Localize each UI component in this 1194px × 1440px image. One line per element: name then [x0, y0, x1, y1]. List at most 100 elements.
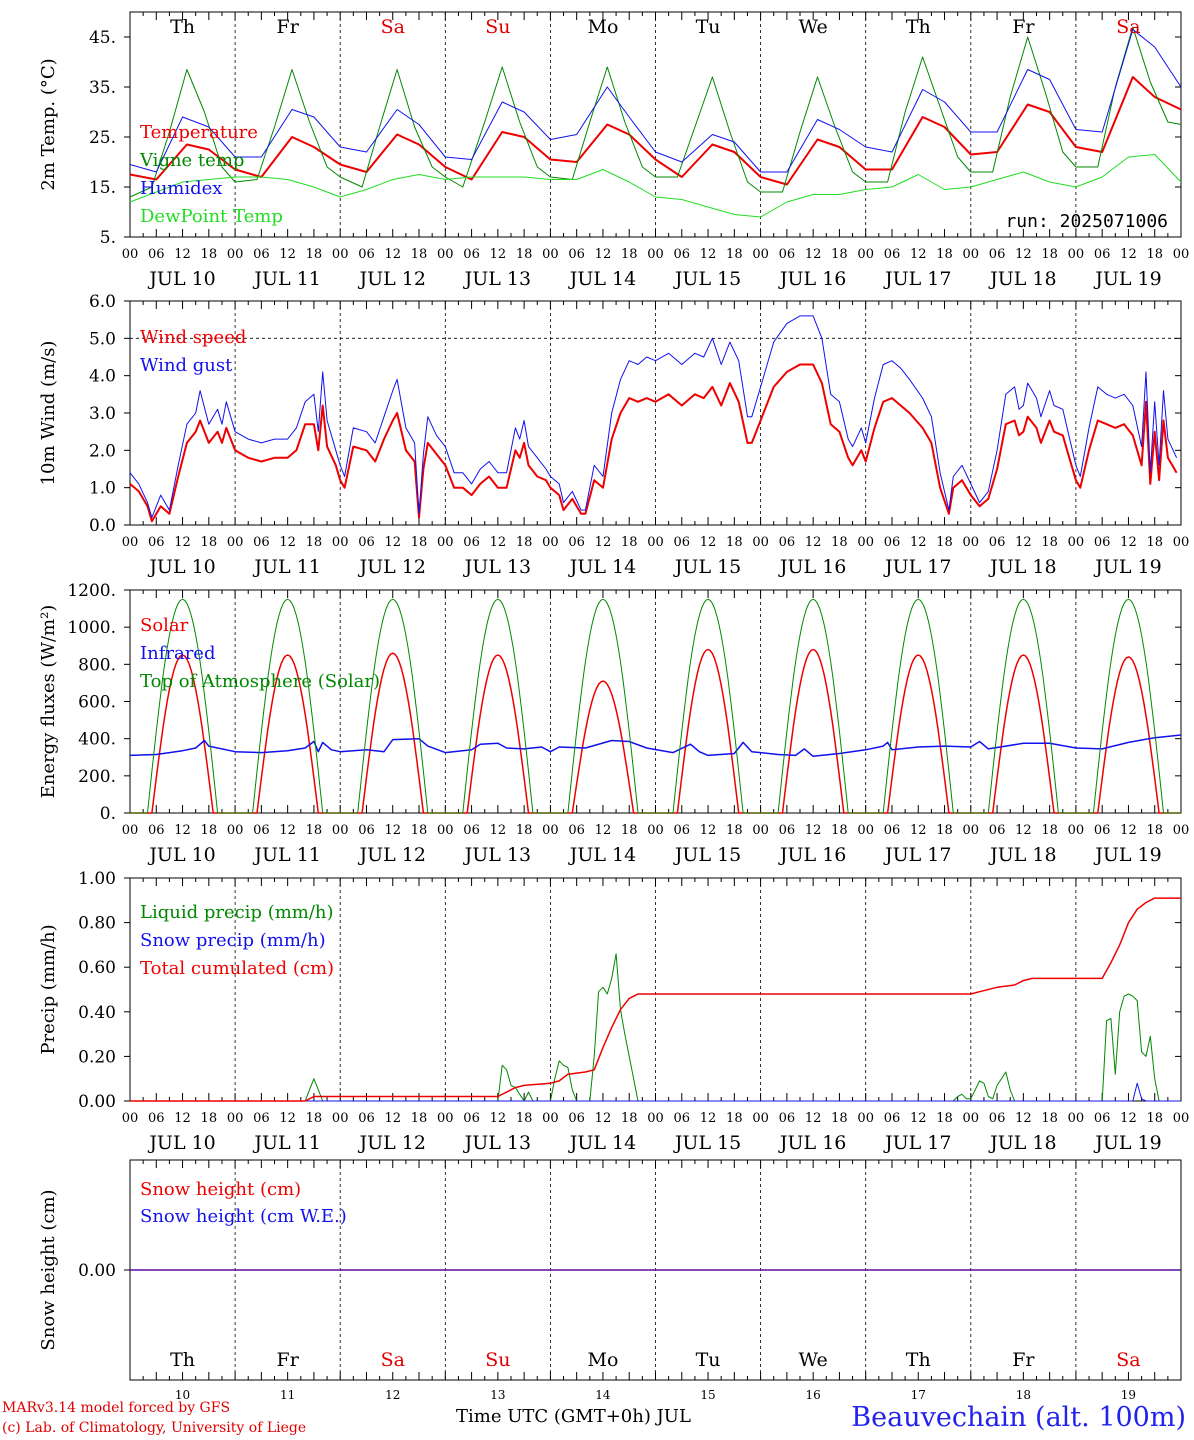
hour-tick-label: 18 [621, 1111, 638, 1126]
date-label: JUL 10 [147, 556, 215, 578]
hour-tick-label: 06 [358, 247, 375, 262]
hour-tick-label: 12 [279, 1111, 296, 1126]
hour-tick-label: 18 [1041, 823, 1058, 838]
legend-entry: Infrared [140, 643, 215, 664]
hour-tick-label: 06 [463, 535, 480, 550]
hour-tick-label: 06 [674, 1111, 691, 1126]
legend-entry: DewPoint Temp [140, 206, 283, 227]
hour-tick-label: 06 [568, 535, 585, 550]
series-line-wind-speed [129, 363, 1178, 523]
hour-tick-label: 12 [1120, 535, 1137, 550]
hour-tick-label: 12 [1015, 823, 1032, 838]
hour-tick-label: 12 [805, 823, 822, 838]
hour-tick-label: 18 [936, 823, 953, 838]
hour-tick-label: 00 [647, 1111, 664, 1126]
weekday-label-top: Sa [381, 16, 405, 38]
hour-tick-label: 06 [989, 823, 1006, 838]
y-tick-label: 25. [89, 128, 116, 148]
hour-tick-label: 12 [279, 823, 296, 838]
date-label: JUL 17 [883, 268, 951, 290]
weekday-label-top: Th [906, 16, 931, 38]
hour-tick-label: 18 [1041, 247, 1058, 262]
hour-tick-label: 12 [910, 247, 927, 262]
hour-tick-label: 18 [1146, 823, 1163, 838]
hour-tick-label: 18 [726, 1111, 743, 1126]
hour-tick-label: 06 [253, 823, 270, 838]
hour-tick-label: 18 [726, 535, 743, 550]
hour-tick-label: 18 [936, 247, 953, 262]
hour-tick-label: 06 [989, 1111, 1006, 1126]
hour-tick-label: 12 [490, 823, 507, 838]
date-label: JUL 13 [463, 844, 531, 866]
weekday-label-top: Th [170, 16, 195, 38]
hour-tick-label: 12 [700, 535, 717, 550]
hour-tick-label: 00 [752, 247, 769, 262]
hour-tick-label: 18 [306, 823, 323, 838]
hour-tick-label: 00 [332, 247, 349, 262]
hour-tick-label: 12 [490, 535, 507, 550]
y-tick-label: 3.0 [89, 404, 116, 424]
hour-tick-label: 00 [437, 1111, 454, 1126]
weekday-label-top: Tu [696, 16, 721, 38]
date-label: JUL 15 [673, 1132, 741, 1154]
date-label: JUL 14 [568, 1132, 636, 1154]
hour-tick-label: 18 [831, 247, 848, 262]
date-label: JUL 11 [252, 268, 320, 290]
hour-tick-label: 12 [384, 1111, 401, 1126]
hour-tick-label: 00 [1068, 823, 1085, 838]
hour-tick-label: 12 [1015, 247, 1032, 262]
y-axis-label: Precip (mm/h) [38, 924, 59, 1054]
hour-tick-label: 06 [674, 823, 691, 838]
hour-tick-label: 18 [411, 823, 428, 838]
hour-tick-label: 12 [910, 823, 927, 838]
station-name: Beauvechain (alt. 100m) [851, 1402, 1186, 1433]
hour-tick-label: 00 [963, 1111, 980, 1126]
date-label: JUL 18 [988, 844, 1056, 866]
hour-tick-label: 06 [253, 1111, 270, 1126]
weekday-label-top: We [799, 16, 828, 38]
hour-tick-label: 06 [463, 247, 480, 262]
hour-tick-label: 06 [1094, 1111, 1111, 1126]
hour-tick-label: 06 [674, 247, 691, 262]
day-number-label: 11 [280, 1388, 295, 1402]
hour-tick-label: 18 [936, 1111, 953, 1126]
series-line-liquid-precip-mm-h- [130, 953, 1181, 1102]
hour-tick-label: 18 [411, 1111, 428, 1126]
y-tick-label: 1.00 [78, 869, 116, 889]
hour-tick-label: 18 [1041, 1111, 1058, 1126]
series-line-vigne-temp [129, 26, 1182, 198]
weekday-label-bottom: Fr [1012, 1349, 1035, 1371]
date-label: JUL 10 [147, 844, 215, 866]
hour-tick-label: 18 [201, 247, 218, 262]
hour-tick-label: 18 [516, 823, 533, 838]
hour-tick-label: 18 [411, 247, 428, 262]
hour-tick-label: 12 [174, 535, 191, 550]
y-tick-label: 1200. [67, 581, 116, 601]
hour-tick-label: 18 [621, 535, 638, 550]
legend-entry: Wind gust [140, 355, 233, 376]
date-label: JUL 16 [778, 268, 846, 290]
weekday-label-bottom: Sa [381, 1349, 405, 1371]
weekday-label-bottom: Th [170, 1349, 195, 1371]
hour-tick-label: 06 [358, 823, 375, 838]
hour-tick-label: 18 [831, 1111, 848, 1126]
hour-tick-label: 00 [647, 535, 664, 550]
hour-tick-label: 12 [700, 247, 717, 262]
hour-tick-label: 00 [752, 823, 769, 838]
hour-tick-label: 06 [884, 823, 901, 838]
hour-tick-label: 06 [989, 247, 1006, 262]
hour-tick-label: 18 [726, 823, 743, 838]
hour-tick-label: 12 [490, 1111, 507, 1126]
y-tick-label: 0.80 [78, 914, 116, 934]
hour-tick-label: 06 [253, 247, 270, 262]
date-label: JUL 14 [568, 844, 636, 866]
legend-entry: Top of Atmosphere (Solar) [140, 671, 380, 692]
hour-tick-label: 00 [1068, 535, 1085, 550]
hour-tick-label: 06 [1094, 823, 1111, 838]
hour-tick-label: 18 [201, 823, 218, 838]
legend-entry: Snow precip (mm/h) [140, 930, 326, 951]
hour-tick-label: 00 [1173, 823, 1190, 838]
hour-tick-label: 06 [1094, 535, 1111, 550]
day-number-label: 13 [490, 1388, 505, 1402]
